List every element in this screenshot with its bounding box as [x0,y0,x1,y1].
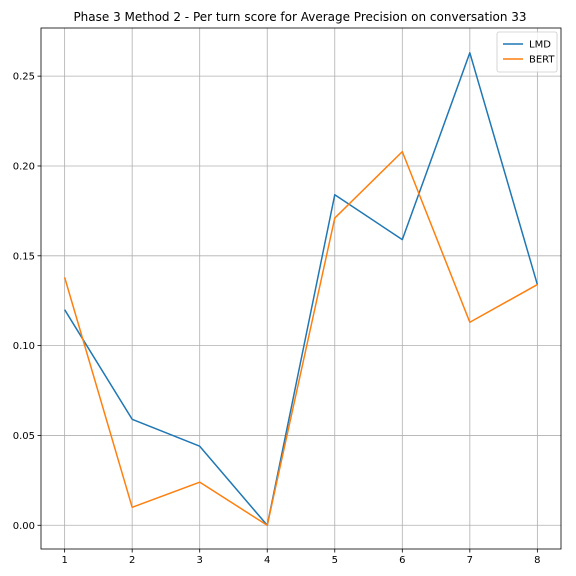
series-line-bert [63,150,538,527]
x-tick-label: 8 [534,555,540,566]
legend-label-bert: BERT [529,55,555,66]
x-tick-label: 1 [61,555,67,566]
y-tick-label: 0.00 [13,521,35,532]
y-tick-label: 0.15 [13,251,35,262]
y-tick-label: 0.20 [13,161,35,172]
chart-title: Phase 3 Method 2 - Per turn score for Av… [73,10,526,24]
axis-ticks: 1 2 3 4 5 6 7 8 0.00 0.05 0.10 0.15 0.20 0.25 [13,72,541,566]
y-tick-label: 0.10 [13,341,35,352]
x-tick-label: 5 [332,555,338,566]
legend-box [496,31,558,73]
series-line-lmd [64,52,539,527]
grid-lines [41,28,561,549]
x-tick-label: 2 [129,555,135,566]
series-lines [63,52,539,527]
x-tick-label: 3 [197,555,203,566]
y-tick-label: 0.05 [13,431,35,442]
x-tick-label: 4 [264,555,270,566]
y-tick-label: 0.25 [13,72,35,83]
legend-label-lmd: LMD [529,40,551,51]
plot-area-frame [40,27,562,550]
x-tick-label: 7 [467,555,473,566]
x-tick-label: 6 [399,555,405,566]
legend: LMD BERT [496,31,558,73]
